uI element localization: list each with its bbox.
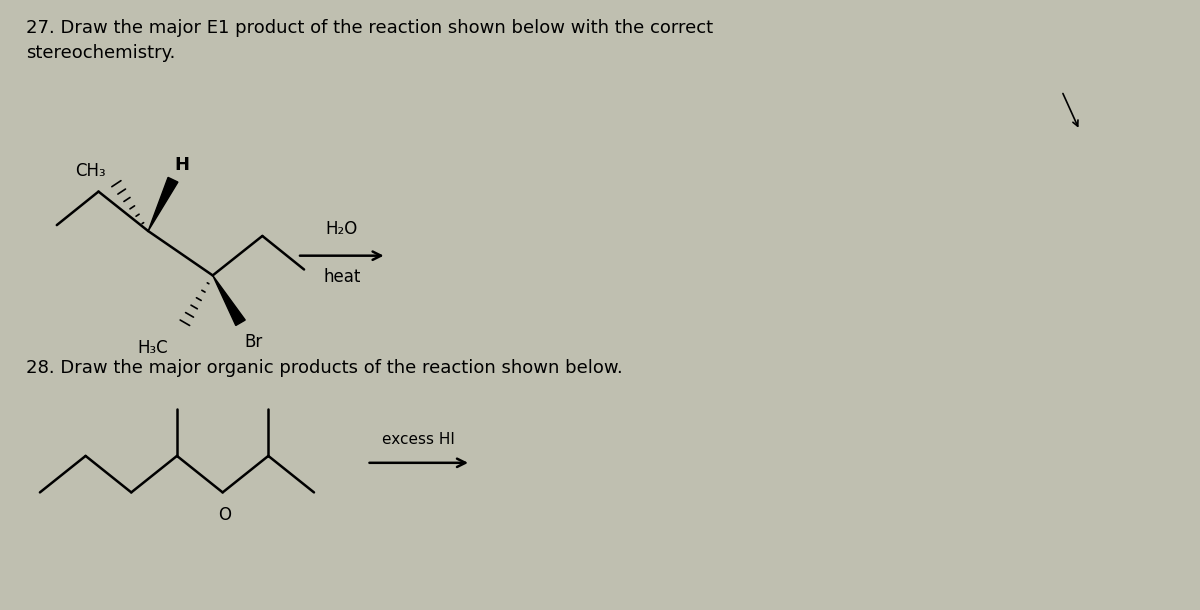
Text: excess HI: excess HI	[383, 432, 455, 447]
Text: 28. Draw the major organic products of the reaction shown below.: 28. Draw the major organic products of t…	[26, 359, 623, 377]
Text: H: H	[174, 156, 188, 174]
Text: H₃C: H₃C	[137, 339, 168, 356]
Polygon shape	[212, 275, 245, 326]
Text: Br: Br	[245, 332, 263, 351]
Text: O: O	[218, 506, 232, 524]
Text: H₂O: H₂O	[325, 220, 358, 238]
Text: 27. Draw the major E1 product of the reaction shown below with the correct
stere: 27. Draw the major E1 product of the rea…	[26, 19, 713, 62]
Polygon shape	[148, 178, 178, 231]
Text: CH₃: CH₃	[74, 162, 106, 180]
Text: heat: heat	[323, 268, 360, 285]
